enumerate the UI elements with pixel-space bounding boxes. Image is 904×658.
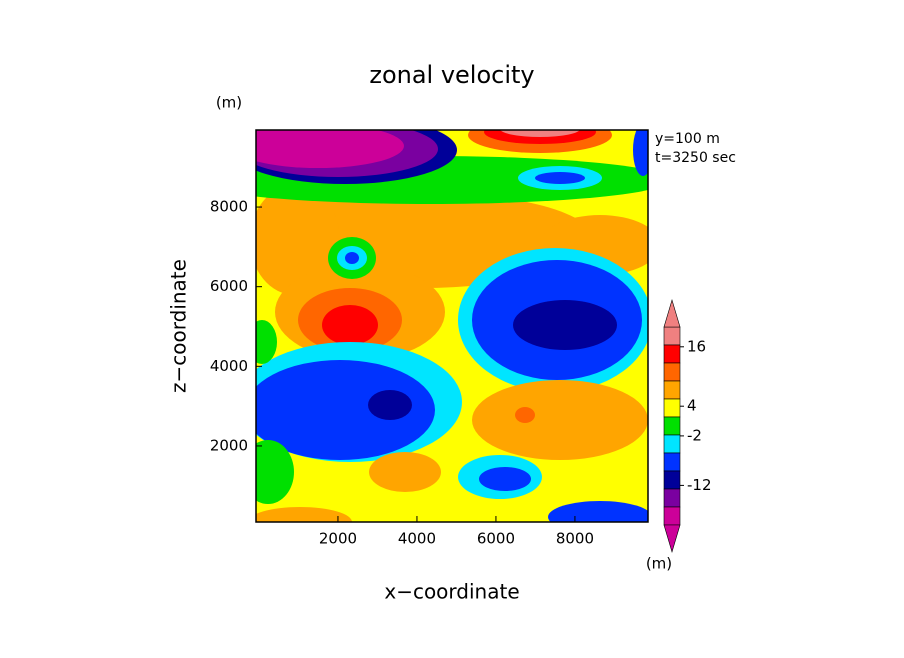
y-tick-label: 6000 <box>210 277 248 295</box>
y-unit: (m) <box>216 94 242 112</box>
contour-region <box>369 452 441 492</box>
colorbar-extend <box>663 524 681 554</box>
colorbar-box <box>663 452 681 472</box>
colorbar-box <box>663 380 681 400</box>
contour-region <box>515 407 535 423</box>
x-tick-label: 4000 <box>398 530 436 548</box>
colorbar-box <box>663 434 681 454</box>
y-tick-label: 2000 <box>210 436 248 454</box>
contour-region <box>500 130 580 137</box>
x-axis-label: x−coordinate <box>384 580 519 604</box>
colorbar-box <box>663 362 681 382</box>
x-tick-label: 2000 <box>319 530 357 548</box>
contour-field <box>256 130 648 522</box>
contour-region <box>256 185 340 295</box>
colorbar-tick-label: -2 <box>687 426 702 444</box>
colorbar-box <box>663 506 681 526</box>
contour-region <box>322 305 378 345</box>
contour-region <box>256 130 404 168</box>
colorbar-tick-label: 16 <box>687 337 706 355</box>
chart-title: zonal velocity <box>369 61 534 89</box>
y-tick-label: 4000 <box>210 357 248 375</box>
y-tick-label: 8000 <box>210 198 248 216</box>
contour-region <box>256 507 352 522</box>
colorbar-box <box>663 470 681 490</box>
annotation: t=3250 sec <box>655 150 736 166</box>
contour-region <box>535 172 585 184</box>
x-tick-label: 6000 <box>477 530 515 548</box>
y-axis-label: z−coordinate <box>167 259 191 393</box>
contour-region <box>345 252 359 264</box>
x-unit: (m) <box>646 555 672 573</box>
x-tick-label: 8000 <box>556 530 594 548</box>
contour-region <box>479 467 531 491</box>
contour-region <box>633 130 648 176</box>
colorbar-box <box>663 344 681 364</box>
colorbar-tick-label: 4 <box>687 397 697 415</box>
contour-region <box>513 300 617 350</box>
contour-region <box>548 501 648 522</box>
annotation: y=100 m <box>655 131 720 147</box>
colorbar-tick-label: -12 <box>687 476 712 494</box>
colorbar-box <box>663 326 681 346</box>
contour-region <box>256 360 435 460</box>
plot-frame <box>255 129 649 523</box>
contour-region <box>472 380 648 460</box>
contour-region <box>256 440 294 504</box>
colorbar-box <box>663 416 681 436</box>
contour-region <box>368 390 412 420</box>
contour-region <box>256 320 277 364</box>
colorbar-box <box>663 488 681 508</box>
colorbar-extend <box>663 298 681 328</box>
colorbar-box <box>663 398 681 418</box>
